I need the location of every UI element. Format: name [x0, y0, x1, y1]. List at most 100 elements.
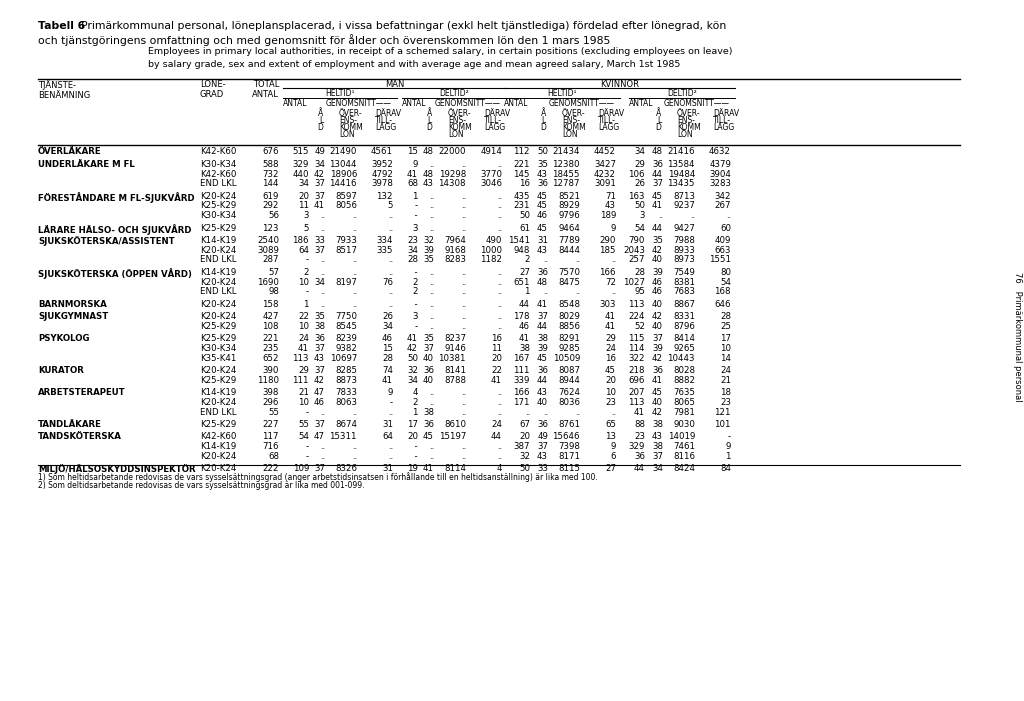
Text: 36: 36	[314, 334, 325, 343]
Text: 52: 52	[634, 322, 645, 331]
Text: 56: 56	[268, 211, 279, 220]
Text: 20: 20	[407, 433, 418, 442]
Text: 43: 43	[314, 354, 325, 362]
Text: ..: ..	[319, 224, 325, 233]
Text: 4: 4	[497, 464, 502, 473]
Text: 1182: 1182	[480, 255, 502, 264]
Text: 329: 329	[629, 442, 645, 451]
Text: 7549: 7549	[673, 268, 695, 277]
Text: 2540: 2540	[257, 236, 279, 245]
Text: 36: 36	[652, 366, 663, 375]
Text: ANTAL: ANTAL	[504, 99, 528, 108]
Text: 8788: 8788	[444, 376, 466, 385]
Text: 37: 37	[314, 366, 325, 375]
Text: ..: ..	[726, 211, 731, 220]
Text: 15197: 15197	[438, 433, 466, 442]
Text: 21416: 21416	[668, 147, 695, 156]
Text: 588: 588	[262, 160, 279, 169]
Text: ..: ..	[461, 201, 466, 210]
Text: 2: 2	[413, 398, 418, 407]
Text: 34: 34	[314, 160, 325, 169]
Text: ..: ..	[388, 442, 393, 451]
Text: 9237: 9237	[673, 201, 695, 210]
Text: SJUKSKÖTERSKA (ÖPPEN VÅRD): SJUKSKÖTERSKA (ÖPPEN VÅRD)	[38, 268, 191, 279]
Text: 37: 37	[537, 442, 548, 451]
Text: -: -	[306, 287, 309, 297]
Text: ..: ..	[429, 452, 434, 461]
Text: 9: 9	[610, 442, 616, 451]
Text: D: D	[540, 123, 546, 132]
Text: 646: 646	[715, 300, 731, 308]
Text: 39: 39	[652, 268, 663, 277]
Text: 1541: 1541	[508, 236, 530, 245]
Text: 41: 41	[382, 376, 393, 385]
Text: -: -	[410, 211, 418, 220]
Text: 2) Som deltidsarbetande redovisas de vars sysselsättningsgrad är lika med 001-09: 2) Som deltidsarbetande redovisas de var…	[38, 481, 365, 490]
Text: 163: 163	[629, 191, 645, 200]
Text: HELTID¹: HELTID¹	[326, 89, 354, 98]
Text: 8171: 8171	[558, 452, 580, 461]
Text: 37: 37	[314, 245, 325, 254]
Text: 115: 115	[629, 334, 645, 343]
Text: LÖNE-
GRAD: LÖNE- GRAD	[200, 80, 225, 100]
Text: 61: 61	[519, 224, 530, 233]
Text: 31: 31	[537, 236, 548, 245]
Text: -: -	[728, 433, 731, 442]
Text: 9146: 9146	[444, 344, 466, 353]
Text: 21434: 21434	[553, 147, 580, 156]
Text: 207: 207	[629, 388, 645, 397]
Text: 45: 45	[537, 191, 548, 200]
Text: 43: 43	[537, 245, 548, 254]
Text: 35: 35	[537, 160, 548, 169]
Text: ..: ..	[319, 255, 325, 264]
Text: 42: 42	[314, 170, 325, 179]
Text: 38: 38	[537, 334, 548, 343]
Text: -: -	[390, 398, 393, 407]
Text: 25: 25	[720, 322, 731, 331]
Text: ..: ..	[497, 201, 502, 210]
Text: 8326: 8326	[335, 464, 357, 473]
Text: END LKL: END LKL	[200, 408, 237, 416]
Text: 8597: 8597	[335, 191, 357, 200]
Text: ..: ..	[497, 278, 502, 287]
Text: L: L	[542, 116, 546, 125]
Text: 42: 42	[652, 245, 663, 254]
Text: 111: 111	[293, 376, 309, 385]
Text: ..: ..	[388, 287, 393, 297]
Text: 50: 50	[519, 464, 530, 473]
Text: 42: 42	[407, 344, 418, 353]
Text: 9: 9	[726, 442, 731, 451]
Text: 84: 84	[720, 464, 731, 473]
Text: ..: ..	[574, 255, 580, 264]
Text: ..: ..	[497, 300, 502, 308]
Text: DÄRAV: DÄRAV	[598, 109, 624, 118]
Text: ..: ..	[461, 278, 466, 287]
Text: 47: 47	[314, 388, 325, 397]
Text: TILL-: TILL-	[375, 116, 393, 125]
Text: 409: 409	[715, 236, 731, 245]
Text: 44: 44	[652, 224, 663, 233]
Text: 113: 113	[629, 300, 645, 308]
Text: 221: 221	[513, 160, 530, 169]
Text: 4792: 4792	[371, 170, 393, 179]
Text: K42-K60: K42-K60	[200, 433, 237, 442]
Text: ..: ..	[388, 268, 393, 277]
Text: 7683: 7683	[673, 287, 695, 297]
Text: ..: ..	[352, 442, 357, 451]
Text: 41: 41	[314, 201, 325, 210]
Text: 45: 45	[605, 366, 616, 375]
Text: 2: 2	[303, 268, 309, 277]
Text: 24: 24	[720, 366, 731, 375]
Text: ..: ..	[461, 268, 466, 277]
Text: Primärkommunal personal, löneplansplacerad, i vissa befattningar (exkl helt tjän: Primärkommunal personal, löneplansplacer…	[81, 21, 726, 31]
Text: 40: 40	[652, 255, 663, 264]
Text: Å: Å	[317, 109, 323, 118]
Text: 23: 23	[605, 398, 616, 407]
Text: 121: 121	[715, 408, 731, 416]
Text: 36: 36	[537, 366, 548, 375]
Text: ..: ..	[352, 211, 357, 220]
Text: 44: 44	[519, 300, 530, 308]
Text: 4561: 4561	[371, 147, 393, 156]
Text: 22000: 22000	[438, 147, 466, 156]
Text: ..: ..	[429, 201, 434, 210]
